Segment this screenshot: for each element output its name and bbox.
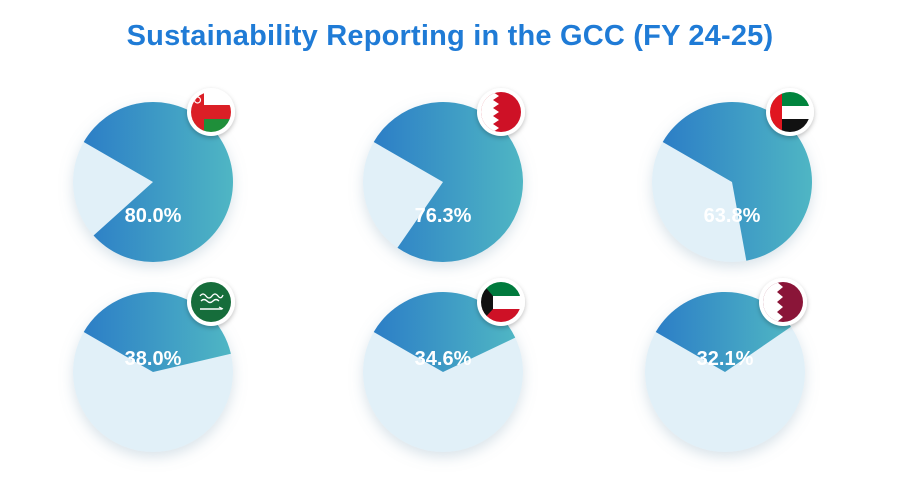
uae-flag-icon (766, 88, 814, 136)
oman-flag-icon (187, 88, 235, 136)
pie-value-slice (373, 102, 524, 263)
bahrain-flag-icon (477, 88, 525, 136)
chart-title: Sustainability Reporting in the GCC (FY … (126, 20, 774, 52)
pie-value-label: 34.6% (415, 348, 472, 370)
pie-4: 38.0% (73, 278, 235, 452)
pie-value-slice (662, 102, 812, 261)
pie-value-label: 38.0% (125, 348, 182, 370)
pie-value-slice (655, 292, 791, 372)
kuwait-flag-icon (477, 278, 525, 326)
saudi-arabia-flag-icon (187, 278, 235, 326)
pie-5: 34.6% (363, 278, 525, 452)
pie-3: 63.8% (652, 88, 814, 262)
pie-value-label: 63.8% (704, 205, 761, 227)
pie-6: 32.1% (645, 278, 807, 452)
pie-value-slice (83, 102, 234, 263)
pie-value-label: 80.0% (125, 205, 182, 227)
pie-value-label: 32.1% (697, 348, 754, 370)
qatar-flag-icon (759, 278, 807, 326)
pie-2: 76.3% (363, 88, 525, 263)
pie-1: 80.0% (73, 88, 235, 263)
pie-value-label: 76.3% (415, 205, 472, 227)
